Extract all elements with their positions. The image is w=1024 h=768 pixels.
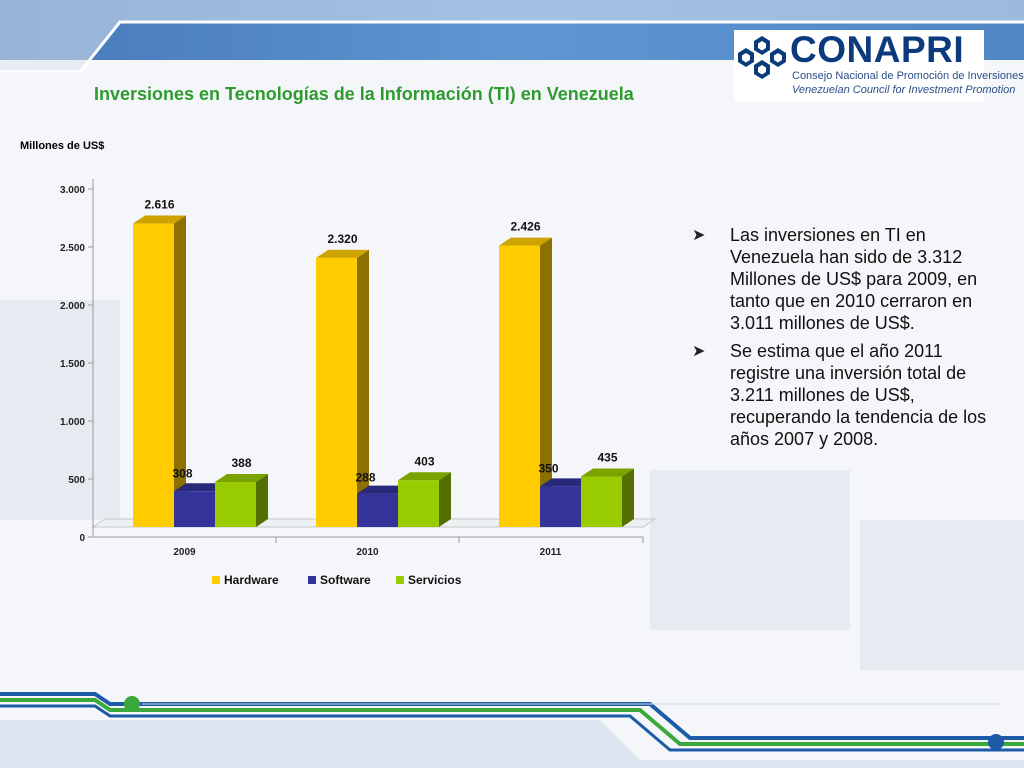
y-tick-label: 1.000 [60,417,85,428]
x-tick-label: 2010 [356,547,379,558]
bar-top [499,237,552,246]
data-label: 350 [538,461,558,475]
slide-title: Inversiones en Tecnologías de la Informa… [94,84,634,104]
bottom-decor-band [0,692,1024,768]
bar-top [357,485,410,494]
data-label: 435 [597,451,617,465]
bar-side [256,473,268,527]
x-tick-label: 2011 [540,547,562,558]
bar-top [581,468,634,477]
decor-dot [988,734,1004,750]
bar-hardware [499,245,540,528]
y-tick-label: 2.000 [60,301,85,312]
legend-swatch [308,576,316,584]
bar-servicios [398,480,439,527]
bar-top [540,478,593,487]
legend-swatch [396,576,404,584]
logo-name: CONAPRI [790,29,965,70]
bullet-list: ➤ Las inversiones en TI en Venezuela han… [690,224,990,456]
data-label: 2.320 [327,232,357,246]
logo-subtitle-es: Consejo Nacional de Promoción de Inversi… [792,70,1024,82]
y-tick-label: 3.000 [60,185,85,196]
bar-top [133,215,186,224]
y-tick-label: 1.500 [60,359,85,370]
bullet-text: Se estima que el año 2011 registre una i… [730,341,987,449]
y-tick-label: 0 [79,533,85,544]
background-shape [650,470,850,630]
conapri-logo: CONAPRI Consejo Nacional de Promoción de… [734,29,1024,102]
legend-label: Hardware [224,573,279,587]
arrow-bullet-icon: ➤ [692,343,706,360]
bullet-item: ➤ Se estima que el año 2011 registre una… [690,340,990,450]
bar-chart: 0 500 1.000 1.500 2.000 2.500 3.000 2009 2010 201… [60,179,657,587]
data-label: 2.426 [510,220,540,234]
decor-dot [124,696,140,712]
bar-side [439,472,451,527]
bar-top [174,483,227,492]
bar-top [398,472,451,481]
bar-side [622,468,634,527]
bar-top [215,473,268,482]
data-label: 388 [231,456,251,470]
background-shape [0,300,120,520]
y-axis-label: Millones de US$ [20,140,105,152]
y-tick-label: 500 [68,475,85,486]
legend-label: Software [320,573,371,587]
logo-subtitle-en: Venezuelan Council for Investment Promot… [792,84,1016,96]
data-label: 2.616 [144,198,174,212]
data-label: 403 [414,454,434,468]
bar-side [540,237,552,528]
bar-software [540,486,581,527]
background-shape [860,520,1024,670]
x-tick-label: 2009 [173,547,196,558]
legend-swatch [212,576,220,584]
bar-software [357,493,398,527]
legend-label: Servicios [408,573,462,587]
data-label: 288 [355,471,375,485]
bar-hardware [316,257,357,527]
bar-top [316,249,369,258]
bar-hardware [133,223,174,527]
bar-software [174,491,215,527]
logo-mark-icon [738,36,786,79]
bar-side [174,215,186,527]
bar-servicios [581,476,622,527]
arrow-bullet-icon: ➤ [692,227,706,244]
data-label: 308 [172,466,192,480]
y-tick-label: 2.500 [60,243,85,254]
bullet-item: ➤ Las inversiones en TI en Venezuela han… [690,224,990,334]
bar-side [357,249,369,527]
bullet-text: Las inversiones en TI en Venezuela han s… [730,225,978,333]
bar-servicios [215,481,256,527]
